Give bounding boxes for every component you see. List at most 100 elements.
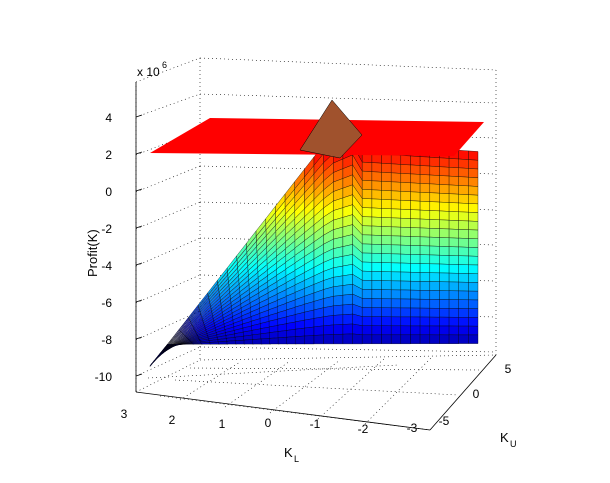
surface-patch	[410, 164, 421, 175]
surface-patch	[458, 325, 469, 336]
surface-patch	[391, 325, 401, 335]
surface-patch	[381, 208, 392, 218]
surface-patch	[362, 234, 373, 245]
surface-patch	[371, 198, 382, 209]
surface-patch	[448, 255, 459, 265]
surface-patch	[381, 289, 392, 299]
surface-patch	[333, 265, 344, 278]
surface-patch	[381, 325, 392, 335]
surface-patch	[371, 162, 382, 173]
surface-mesh	[149, 99, 484, 368]
surface-patch	[277, 323, 288, 332]
x-axis-label: K	[284, 445, 293, 460]
surface-patch	[468, 325, 479, 336]
surface-patch	[468, 317, 479, 327]
surface-patch	[323, 334, 334, 345]
surface-patch	[458, 202, 469, 213]
surface-patch	[362, 261, 373, 272]
surface-patch	[174, 333, 185, 344]
surface-patch	[458, 255, 469, 265]
surface-patch	[362, 252, 373, 263]
surface-patch	[400, 209, 411, 219]
surface-patch	[400, 235, 411, 246]
surface-patch	[235, 339, 246, 345]
surface-patch	[286, 336, 297, 345]
surface-patch	[410, 289, 421, 300]
surface-patch	[190, 311, 201, 324]
surface-patch	[439, 237, 450, 247]
surface-patch	[362, 170, 373, 181]
y-tick-label: 0	[473, 387, 480, 401]
surface-patch	[429, 228, 440, 238]
surface-patch	[448, 308, 459, 318]
surface-patch	[448, 281, 459, 292]
surface-patch	[400, 155, 411, 166]
surface-patch	[468, 159, 479, 170]
surface-patch	[448, 325, 459, 336]
surface-patch	[439, 193, 450, 203]
z-tick-mark	[135, 188, 143, 192]
y-tick-label: 5	[505, 362, 512, 376]
surface-patch	[362, 180, 373, 190]
z-tick-label: 0	[105, 185, 112, 199]
surface-patch	[448, 228, 459, 239]
surface-patch	[419, 334, 430, 344]
surface-patch	[304, 326, 315, 337]
surface-patch	[381, 217, 392, 227]
surface-patch	[260, 338, 271, 345]
surface-patch	[362, 307, 373, 317]
surface-patch	[333, 334, 344, 345]
surface-patch	[439, 299, 450, 309]
surface-patch	[419, 307, 430, 318]
surface-patch	[381, 226, 392, 236]
surface-patch	[429, 245, 440, 256]
surface-patch	[371, 298, 382, 308]
surface-patch	[381, 181, 392, 191]
surface-patch	[323, 315, 334, 326]
surface-patch	[371, 334, 382, 344]
z-exponent-base: x 10	[137, 65, 160, 79]
surface-patch	[400, 325, 411, 335]
surface-patch	[410, 325, 421, 335]
surface-patch	[429, 263, 440, 274]
surface-patch	[448, 299, 459, 309]
surface-patch	[419, 272, 430, 282]
surface-patch	[448, 334, 459, 344]
surface-patch	[391, 208, 401, 219]
surface-patch	[381, 172, 392, 182]
y-tick-labels: 5 0 -5	[439, 362, 512, 428]
surface-patch	[304, 318, 315, 329]
surface-patch	[429, 210, 440, 220]
surface-peak	[299, 99, 363, 159]
z-tick-mark	[135, 336, 143, 340]
surface-patch	[419, 325, 430, 335]
surface-patch	[333, 285, 344, 297]
surface-patch	[391, 226, 401, 237]
surface-patch	[371, 234, 382, 245]
z-tick-label: -10	[95, 370, 113, 384]
surface-patch	[400, 244, 411, 255]
z-exponent-power: 6	[162, 60, 167, 70]
surface-patch	[400, 334, 411, 344]
surface-patch	[286, 321, 297, 331]
surface-patch	[371, 180, 382, 191]
surface-patch	[391, 181, 401, 192]
surface-patch	[429, 281, 440, 291]
surface-patch	[448, 272, 459, 283]
x-tick-labels: 3 2 1 0 -1 -2 -3	[121, 407, 418, 436]
surface-patch	[226, 340, 237, 345]
surface-patch	[333, 275, 344, 288]
surface-patch	[439, 219, 450, 230]
surface-patch	[410, 191, 421, 202]
surface-patch	[419, 227, 430, 238]
x-tick-label: -1	[310, 417, 321, 431]
surface-patch	[400, 271, 411, 282]
surface-patch	[410, 307, 421, 318]
surface-patch	[468, 185, 479, 196]
surface-patch	[352, 333, 363, 345]
surface-patch	[362, 198, 373, 209]
surface-patch	[468, 203, 479, 213]
surface-patch	[458, 308, 469, 318]
surface-patch	[381, 199, 392, 209]
